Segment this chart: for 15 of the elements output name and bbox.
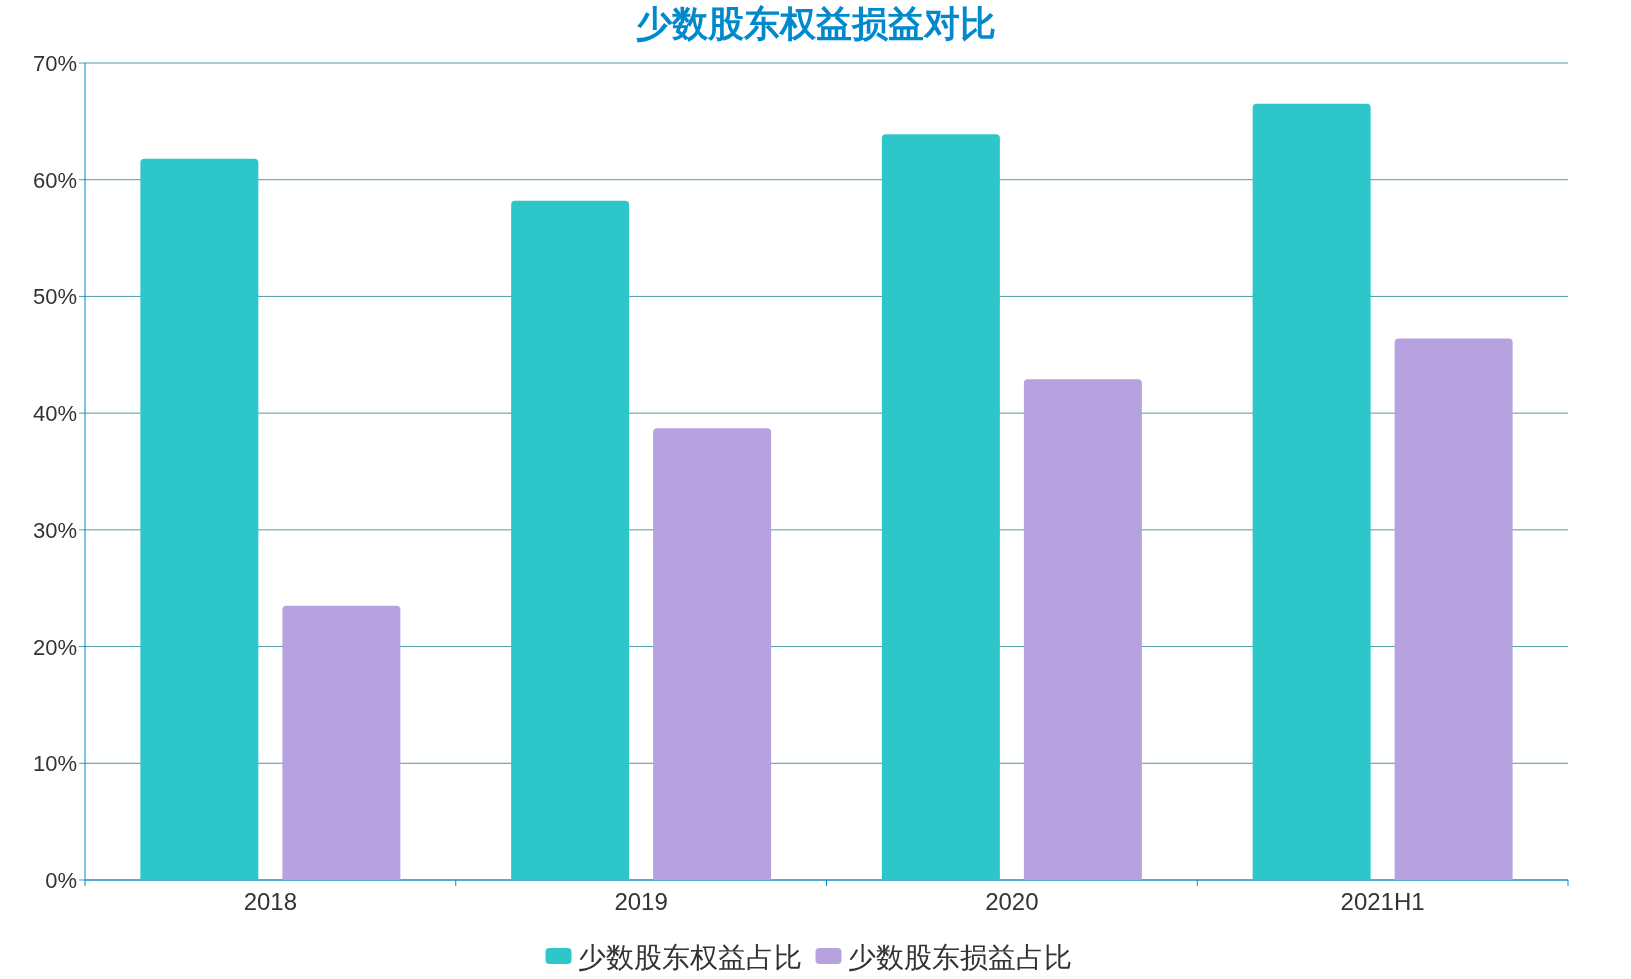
legend-label: 少数股东损益占比 [847,942,1072,973]
y-tick-label: 60% [32,167,77,193]
legend-label: 少数股东权益占比 [577,942,802,973]
y-tick-label: 0% [45,868,77,893]
x-tick-label: 2021H1 [1340,888,1425,915]
chart-title: 少数股东权益损益对比 [635,3,996,44]
y-tick-label: 20% [32,634,77,660]
x-tick-label: 2020 [985,888,1039,915]
x-tick-label: 2018 [243,888,298,915]
y-tick-label: 50% [32,284,77,310]
x-tick-label: 2019 [614,888,668,915]
y-tick-label: 10% [32,751,77,777]
y-tick-label: 40% [32,401,77,427]
y-tick-label: 30% [32,517,77,543]
y-tick-label: 70% [32,51,77,76]
